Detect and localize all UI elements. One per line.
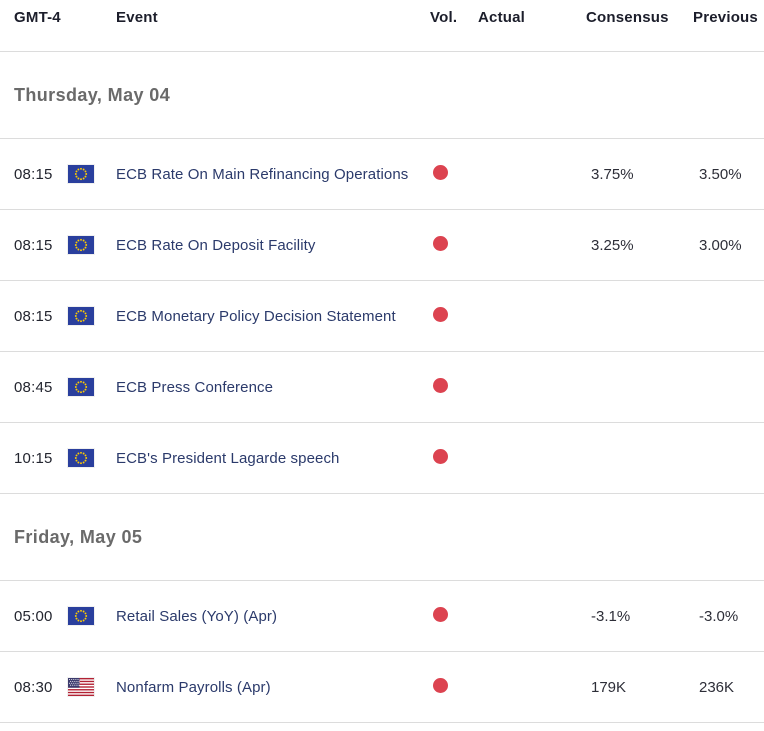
event-consensus: 179K: [591, 678, 627, 696]
event-row[interactable]: 08:15 ECB Rate On Deposit Facility 3.25%…: [0, 210, 764, 281]
calendar-body: Thursday, May 04 08:15 ECB Rate On Main …: [0, 52, 764, 723]
event-time: 10:15: [14, 449, 53, 467]
column-header-previous: Previous: [693, 9, 758, 26]
eu-flag-icon: [68, 378, 94, 396]
event-link[interactable]: ECB Press Conference: [116, 378, 274, 396]
event-consensus: 3.25%: [591, 236, 634, 254]
eu-flag-icon: [68, 165, 94, 183]
column-header-consensus: Consensus: [586, 9, 669, 26]
event-time: 08:45: [14, 378, 53, 396]
eu-flag-icon: [68, 449, 94, 467]
volatility-high-icon: [433, 306, 448, 322]
event-row[interactable]: 10:15 ECB's President Lagarde speech: [0, 423, 764, 494]
volatility-high-icon: [433, 235, 448, 251]
column-header-gmt: GMT-4: [14, 9, 61, 26]
date-section-row: Thursday, May 04: [0, 52, 764, 139]
event-row[interactable]: 08:45 ECB Press Conference: [0, 352, 764, 423]
eu-flag-icon: [68, 307, 94, 325]
event-link[interactable]: ECB Rate On Deposit Facility: [116, 236, 316, 254]
event-previous: 3.00%: [699, 236, 742, 254]
event-time: 08:15: [14, 307, 53, 325]
volatility-high-icon: [433, 677, 448, 693]
event-link[interactable]: ECB Rate On Main Refinancing Operations: [116, 165, 409, 183]
event-row[interactable]: 05:00 Retail Sales (YoY) (Apr) -3.1% -3.…: [0, 581, 764, 652]
event-row[interactable]: 08:15 ECB Monetary Policy Decision State…: [0, 281, 764, 352]
volatility-high-icon: [433, 448, 448, 464]
date-section-row: Friday, May 05: [0, 494, 764, 581]
event-link[interactable]: Retail Sales (YoY) (Apr): [116, 607, 278, 625]
event-time: 05:00: [14, 607, 53, 625]
eu-flag-icon: [68, 236, 94, 254]
event-link[interactable]: Nonfarm Payrolls (Apr): [116, 678, 271, 696]
column-header-event: Event: [116, 9, 158, 26]
section-date: Thursday, May 04: [14, 84, 171, 105]
column-header-vol: Vol.: [430, 9, 458, 26]
event-previous: 236K: [699, 678, 735, 696]
event-time: 08:15: [14, 236, 53, 254]
calendar-header-row: GMT-4 Event Vol. Actual Consensus Previo…: [0, 0, 764, 52]
event-consensus: 3.75%: [591, 165, 634, 183]
column-header-actual: Actual: [478, 9, 526, 26]
us-flag-icon: [68, 678, 94, 696]
event-link[interactable]: ECB's President Lagarde speech: [116, 449, 340, 467]
event-time: 08:30: [14, 678, 53, 696]
event-previous: -3.0%: [699, 607, 739, 625]
event-time: 08:15: [14, 165, 53, 183]
event-row[interactable]: 08:15 ECB Rate On Main Refinancing Opera…: [0, 139, 764, 210]
event-row[interactable]: 08:30 Nonfarm Payrolls (Apr) 179K 236K: [0, 652, 764, 723]
event-link[interactable]: ECB Monetary Policy Decision Statement: [116, 307, 396, 325]
event-consensus: -3.1%: [591, 607, 631, 625]
volatility-high-icon: [433, 164, 448, 180]
eu-flag-icon: [68, 607, 94, 625]
volatility-high-icon: [433, 377, 448, 393]
volatility-high-icon: [433, 606, 448, 622]
event-previous: 3.50%: [699, 165, 742, 183]
section-date: Friday, May 05: [14, 526, 143, 547]
